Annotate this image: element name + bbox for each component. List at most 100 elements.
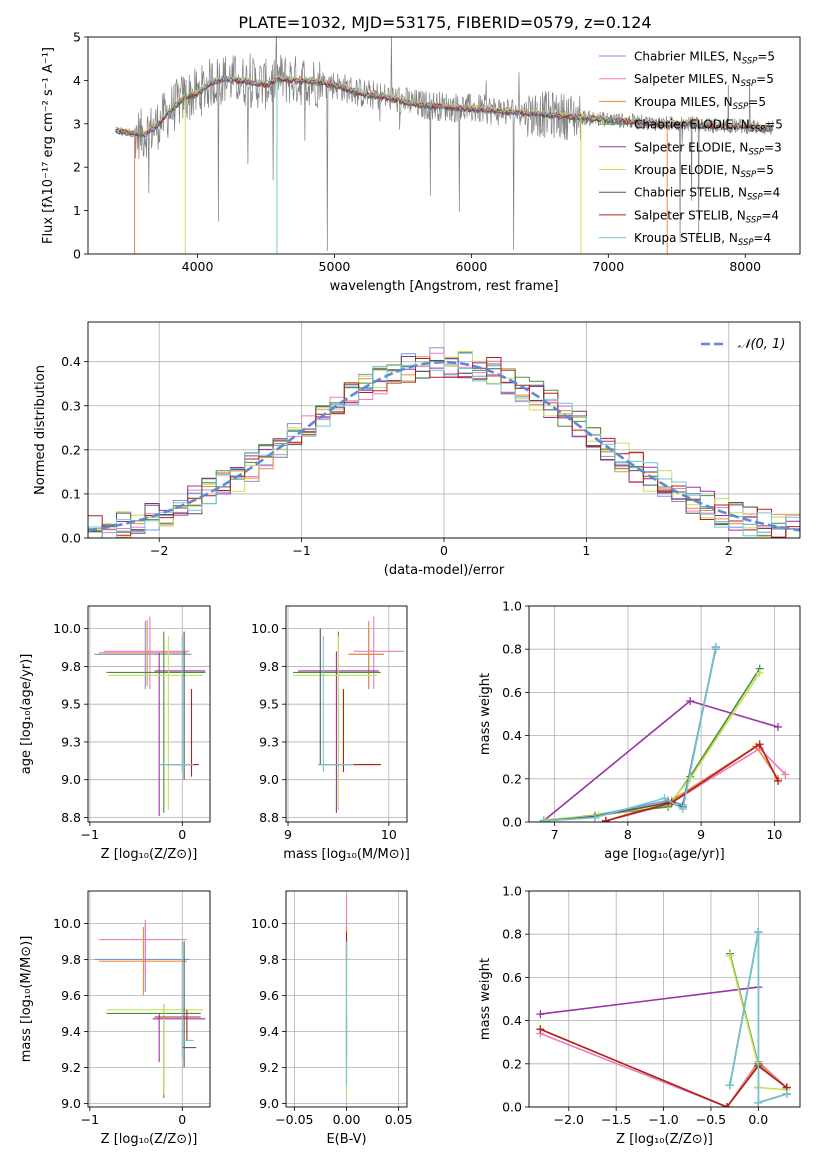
y-tick-label: 10.0 [53,916,81,931]
y-tick-label: 9.6 [61,988,81,1003]
y-tick-label: 9.4 [259,1024,279,1039]
weight-vs-age-axes: 7 8 9 10 0.0 0.2 0.4 0.6 0.8 1.0 age [log₁₀(age/yr… [478,599,801,862]
weight-vs-Z-lines [536,928,791,1107]
x-tick-label: −1.0 [648,1112,678,1127]
weight-marker-5 [755,668,764,677]
x-tick-label: 8000 [729,259,761,274]
weight-line-7 [540,1028,788,1107]
y-tick-label: 9.2 [259,1060,279,1075]
weight-marker-8 [539,816,548,822]
weight-marker-7 [755,740,764,749]
y-tick-label: 9.4 [61,1024,81,1039]
y-tick-label: 1.0 [502,884,522,899]
y-tick-label: 0.8 [502,642,522,657]
y-axis-label: age [log₁₀(age/yr)] [19,654,34,775]
x-tick-label: 0 [440,543,448,558]
y-tick-label: 5 [73,30,81,45]
x-tick-label: −1 [81,827,99,842]
y-tick-label: 8.8 [259,810,279,825]
y-tick-label: 10.0 [251,916,279,931]
x-axis-label: E(B-V) [326,1132,366,1147]
age-vs-mass-errorbars [293,616,404,813]
weight-marker-8 [754,1098,763,1107]
weight-vs-Z-axes: −2.0 −1.5 −1.0 −0.5 0.0 0.0 0.2 0.4 0.6 0.8 1.0 Z [… [478,884,801,1147]
y-tick-label: 9.5 [259,697,279,712]
y-tick-label: 9.0 [61,772,81,787]
y-tick-label: 0.1 [61,486,81,501]
x-tick-label: 2 [725,543,733,558]
age-vs-Z-axes: −1 0 8.8 9.0 9.3 9.5 9.8 10.0 Z [log₁₀(Z/Z⊙)] age… [19,605,211,862]
weight-marker-8 [782,1090,791,1099]
axes-frame [87,321,801,539]
x-tick-label: 9 [697,827,705,842]
y-tick-label: 9.8 [259,952,279,967]
y-tick-label: 9.8 [61,659,81,674]
x-axis-label: age [log₁₀(age/yr)] [604,847,725,862]
axes-frame [87,605,211,823]
spectrum-lines [115,37,773,254]
y-tick-label: 0.0 [61,531,81,546]
weight-line-8 [543,646,717,822]
y-tick-label: 2 [73,160,81,175]
y-tick-label: 0 [73,247,81,262]
x-tick-label: 9 [284,827,292,842]
histogram-8 [88,361,800,538]
weight-marker-8 [590,813,599,822]
legend-label-1: Salpeter MILES, NSSP=5 [634,72,774,89]
histogram-7 [88,357,800,538]
x-tick-label: 0 [178,1112,186,1127]
x-axis-label: Z [log₁₀(Z/Z⊙)] [101,1132,198,1147]
y-tick-label: 9.0 [61,1096,81,1111]
legend-label-8: Kroupa STELIB, NSSP=4 [634,231,771,248]
x-tick-label: 0 [178,827,186,842]
axes-frame [285,605,408,823]
spectrum-legend: Chabrier MILES, NSSP=5 Salpeter MILES, NS… [599,50,783,248]
axes-frame [528,605,801,823]
y-tick-label: 0.0 [502,1100,522,1115]
weight-line-4 [543,700,779,822]
x-tick-label: −0.05 [275,1112,313,1127]
x-tick-label: 10 [381,827,397,842]
y-axis-label: Normed distribution [33,365,48,495]
weight-line-4 [540,986,759,1015]
x-axis-label: wavelength [Angstrom, rest frame] [330,279,559,294]
legend-label-4: Salpeter ELODIE, NSSP=3 [634,140,782,157]
x-tick-label: −1 [81,1112,99,1127]
x-tick-label: 6000 [455,259,487,274]
y-tick-label: 0.6 [502,685,522,700]
figure-title: PLATE=1032, MJD=53175, FIBERID=0579, z=0… [238,13,651,32]
y-tick-label: 0.2 [61,442,81,457]
weight-line-0 [543,649,717,822]
histograms [88,347,800,538]
weight-line-6 [543,646,717,822]
x-tick-label: 0.00 [333,1112,361,1127]
x-axis-label: (data-model)/error [384,563,505,578]
mass-vs-Z-errorbars [94,919,206,1098]
y-tick-label: 9.5 [61,697,81,712]
y-axis-label: mass weight [478,673,493,755]
y-tick-label: 0.3 [61,398,81,413]
axes-frame [528,890,801,1108]
x-tick-label: −1.5 [601,1112,631,1127]
y-tick-label: 9.0 [259,1096,279,1111]
x-tick-label: −2 [150,543,168,558]
weight-marker-7 [601,816,610,822]
y-tick-label: 1.0 [502,599,522,614]
weight-line-8 [729,931,787,1104]
y-tick-label: 0.4 [502,1013,522,1028]
x-axis-label: Z [log₁₀(Z/Z⊙)] [616,1132,713,1147]
y-axis-label: Flux [fλ10⁻¹⁷ erg cm⁻² s⁻¹ A⁻¹] [41,47,56,244]
y-tick-label: 9.8 [259,659,279,674]
weight-marker-5 [725,951,734,960]
y-tick-label: 0.4 [502,728,522,743]
weight-marker-4 [686,697,695,706]
x-tick-label: −1 [292,543,310,558]
weight-marker-8 [660,794,669,803]
x-tick-label: −0.5 [696,1112,726,1127]
y-tick-label: 0.2 [502,1056,522,1071]
legend-label-0: Chabrier MILES, NSSP=5 [634,50,775,67]
weight-marker-7 [723,1103,732,1107]
weight-vs-age-lines [539,643,790,822]
legend-normal-label: 𝒩(0, 1) [738,337,785,352]
